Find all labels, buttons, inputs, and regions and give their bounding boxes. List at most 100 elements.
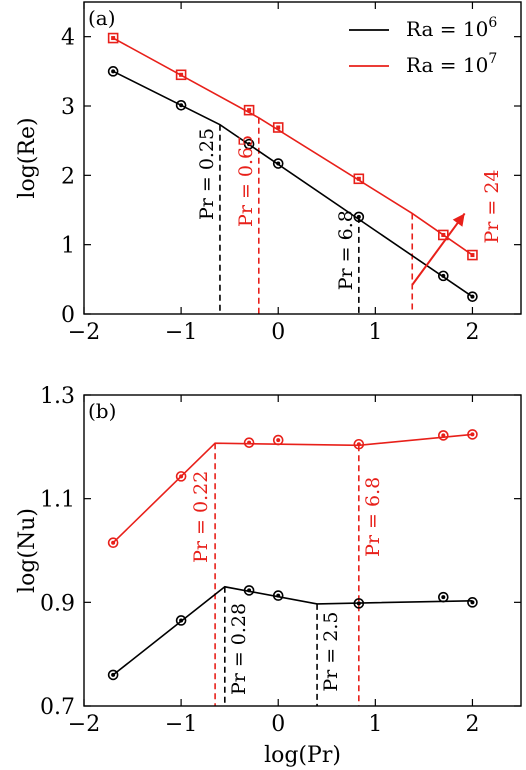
y-tick-label-4: 4: [61, 26, 75, 51]
legend-label-exp: 7: [488, 51, 497, 67]
circle-marker-core: [276, 438, 281, 443]
square-marker-core: [247, 108, 252, 113]
x-tick-label-0: −2: [68, 712, 100, 737]
circle-marker: [243, 138, 255, 150]
annotation-label-2: Pr = 0.28: [228, 603, 250, 695]
annotation-label-3: Pr = 24: [481, 170, 503, 244]
square-marker: [243, 104, 255, 116]
square-marker-core: [179, 72, 184, 77]
series-1-point-5: [438, 430, 449, 441]
circle-marker: [107, 537, 119, 549]
circle-marker-core: [470, 432, 475, 437]
square-marker: [175, 69, 187, 81]
series-1-point-3: [272, 122, 284, 133]
series-0-point-1: [175, 615, 187, 626]
y-tick-label-0: 0: [61, 303, 75, 328]
series-0-fit-line: [112, 70, 473, 298]
circle-marker: [467, 597, 478, 608]
panel-a-re-chart: −2 −1 0 1 2 0 1 2 3 4 (a) log(Re) Pr = 0.25 Pr = 0.65…: [15, 1, 522, 345]
x-tick-label-1: −1: [165, 320, 197, 345]
legend-label-exp: 6: [488, 15, 497, 31]
circle-marker-core: [441, 433, 446, 438]
x-axis-label: log(Pr): [264, 743, 341, 768]
annotation-label-0: Pr = 0.25: [196, 128, 218, 220]
square-marker-core: [441, 232, 446, 237]
series-1-point-4: [353, 173, 365, 185]
series-1-point-6: [467, 249, 478, 261]
series-1-point-2: [243, 104, 255, 116]
series-0-point-0: [107, 669, 119, 681]
y-tick-label-3: 1.3: [40, 384, 75, 409]
circle-marker-core: [276, 161, 281, 166]
series-1-point-0: [107, 32, 119, 44]
legend-entry-1: Ra = 107: [406, 51, 497, 77]
circle-marker-core: [111, 540, 116, 545]
circle-marker: [438, 591, 449, 603]
series-1-point-1: [175, 69, 187, 81]
series-1-point-0: [107, 537, 119, 549]
circle-marker-core: [441, 595, 446, 600]
series-0-point-6: [467, 291, 478, 302]
circle-marker: [175, 100, 187, 111]
circle-marker: [107, 66, 119, 77]
annotation-label-2: Pr = 6.8: [335, 210, 357, 290]
circle-marker-core: [179, 103, 184, 108]
circle-marker: [272, 434, 284, 446]
circle-marker-core: [247, 588, 252, 593]
x-tick-label-3: 1: [368, 712, 382, 737]
series-0-point-1: [175, 100, 187, 111]
x-tick-label-0: −2: [68, 320, 100, 345]
series-1-point-4: [353, 438, 365, 450]
series-0-point-3: [272, 590, 284, 601]
series-1-point-1: [175, 471, 187, 482]
circle-marker-core: [356, 214, 361, 219]
circle-marker: [353, 438, 365, 450]
circle-marker-core: [111, 672, 116, 677]
x-tick-label-1: −1: [165, 712, 197, 737]
series-0-point-2: [243, 585, 255, 596]
circle-marker-core: [470, 600, 475, 605]
x-tick-label-2: 0: [271, 320, 285, 345]
circle-marker-core: [179, 618, 184, 623]
y-tick-label-3: 3: [61, 95, 75, 120]
square-marker: [107, 32, 119, 44]
series-0-point-4: [353, 211, 365, 223]
series-0-fit-line: [112, 585, 473, 676]
y-tick-label-2: 1.1: [40, 488, 75, 513]
series-1-point-6: [467, 429, 478, 440]
y-tick-label-0: 0.7: [40, 695, 75, 720]
square-marker: [353, 173, 365, 185]
x-tick-label-2: 0: [271, 712, 285, 737]
y-axis-label: log(Re): [15, 117, 40, 198]
circle-marker-core: [111, 69, 116, 74]
y-tick-label-2: 2: [61, 164, 75, 189]
circle-marker: [243, 585, 255, 596]
circle-marker: [175, 615, 187, 626]
annotation-label-3: Pr = 2.5: [320, 612, 342, 692]
series-0-point-5: [438, 270, 449, 282]
circle-marker: [353, 211, 365, 223]
circle-marker: [272, 590, 284, 601]
legend-entry-0: Ra = 106: [406, 15, 497, 41]
series-1-point-3: [272, 434, 284, 446]
annotation-label-1: Pr = 6.8: [362, 477, 384, 557]
square-marker-core: [470, 253, 475, 258]
circle-marker: [272, 158, 284, 169]
plot-frame: [83, 394, 522, 707]
annotation-label-1: Pr = 0.65: [235, 135, 257, 227]
panel-label: (b): [88, 399, 116, 423]
circle-marker-core: [470, 294, 475, 299]
circle-marker-core: [247, 142, 252, 147]
square-marker: [272, 122, 284, 133]
legend-label-main: Ra = 10: [406, 17, 488, 41]
legend-label-main: Ra = 10: [406, 53, 488, 77]
y-tick-label-1: 0.9: [40, 591, 75, 616]
square-marker-core: [356, 176, 361, 181]
plot-frame: [83, 1, 522, 315]
circle-marker-core: [356, 442, 361, 447]
circle-marker: [438, 430, 449, 441]
series-0-point-0: [107, 66, 119, 77]
circle-marker: [467, 429, 478, 440]
circle-marker-core: [441, 273, 446, 278]
